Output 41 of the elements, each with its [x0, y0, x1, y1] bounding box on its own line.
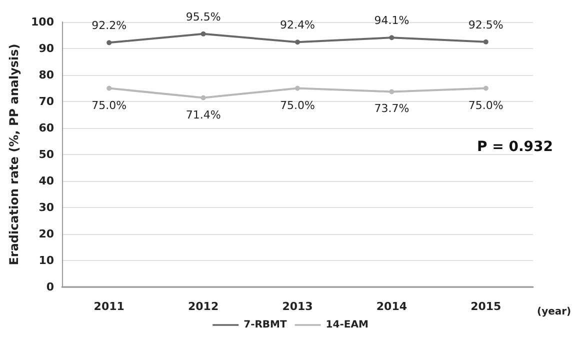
y-tick-label: 40: [38, 174, 54, 188]
data-label: 92.2%: [92, 19, 127, 32]
y-tick-label: 90: [38, 42, 54, 55]
y-axis-title: Eradication rate (%, PP analysis): [7, 44, 22, 266]
legend-label: 7-RBMT: [244, 320, 287, 330]
data-label: 92.5%: [468, 18, 504, 32]
legend-label: 14-EAM: [326, 320, 368, 330]
point: [295, 40, 300, 45]
data-label: 95.5%: [186, 10, 221, 24]
point: [389, 89, 394, 94]
data-label: 73.7%: [374, 102, 410, 116]
point: [483, 86, 488, 91]
x-tick-label: 2014: [376, 300, 408, 313]
x-tick-label: 2013: [282, 300, 313, 313]
y-tick-label: 60: [38, 122, 54, 134]
data-label: 75.0%: [468, 98, 504, 112]
data-label: 94.1%: [374, 14, 410, 28]
point: [106, 86, 112, 91]
y-tick-label: 70: [38, 95, 54, 108]
point: [295, 86, 300, 91]
data-label: 75.0%: [280, 98, 315, 112]
y-tick-label: 20: [38, 228, 54, 240]
point: [106, 40, 112, 46]
y-tick-label: 30: [38, 201, 54, 214]
point: [200, 95, 206, 100]
y-tick-label: 100: [31, 16, 54, 28]
x-tick-label: 2011: [94, 300, 124, 313]
x-tick-label: 2015: [470, 300, 502, 313]
data-label: 71.4%: [186, 108, 221, 122]
y-tick-label: 10: [38, 254, 54, 267]
x-axis-title: (year): [537, 306, 572, 318]
data-label: 92.4%: [280, 18, 315, 32]
y-tick-label: 0: [46, 280, 54, 294]
y-tick-label: 80: [38, 68, 54, 82]
y-tick-label: 50: [38, 148, 54, 161]
point: [389, 35, 394, 40]
point: [483, 39, 488, 44]
annotation: P = 0.932: [476, 139, 554, 155]
x-tick-label: 2012: [188, 300, 219, 313]
point: [200, 31, 206, 36]
data-label: 75.0%: [92, 98, 127, 112]
